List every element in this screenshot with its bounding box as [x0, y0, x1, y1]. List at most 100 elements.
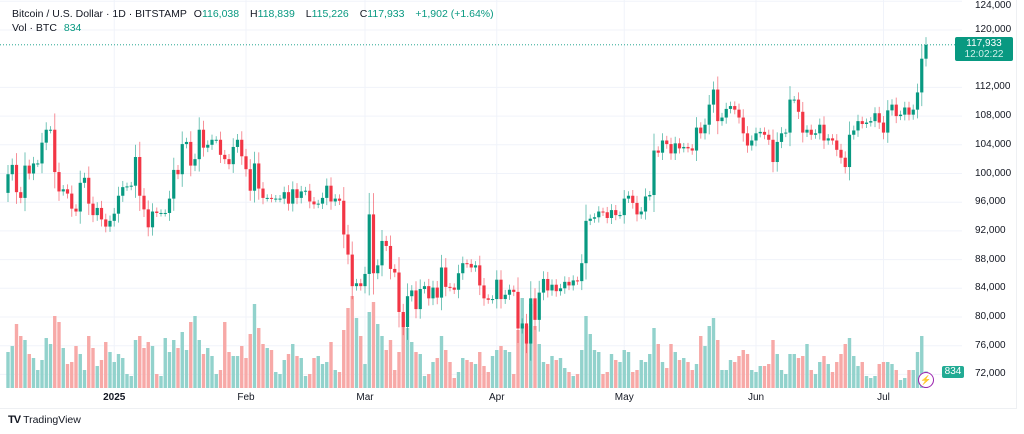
- volume-bar: [231, 356, 235, 388]
- volume-bar: [881, 362, 886, 388]
- candle-body: [741, 117, 745, 134]
- volume-bar: [265, 348, 269, 388]
- candle-body: [312, 201, 316, 205]
- volume-bar: [639, 360, 643, 388]
- volume-bar: [771, 340, 775, 388]
- volume-bar: [665, 368, 669, 388]
- symbol-title[interactable]: Bitcoin / U.S. Dollar · 1D · BITSTAMP: [12, 8, 187, 20]
- volume-bar: [856, 366, 860, 388]
- candle-body: [91, 203, 95, 216]
- volume-bar: [588, 334, 592, 388]
- brand-name[interactable]: TradingView: [23, 414, 81, 426]
- volume-bar: [388, 340, 393, 388]
- volume-bar: [839, 354, 843, 388]
- candle-body: [728, 106, 733, 109]
- candle-body: [856, 121, 860, 131]
- chart-legend: Bitcoin / U.S. Dollar · 1D · BITSTAMP O1…: [12, 7, 498, 35]
- candle-body: [877, 113, 881, 123]
- volume-bar: [418, 354, 422, 388]
- candle-body: [461, 263, 465, 274]
- volume-bar: [775, 354, 779, 388]
- volume-bar: [622, 350, 626, 388]
- volume-bar: [767, 364, 771, 388]
- candle-body: [308, 190, 312, 202]
- candle-body: [486, 298, 490, 300]
- candle-body: [218, 139, 223, 155]
- high-value: 118,839: [257, 8, 295, 20]
- candle-body: [316, 203, 320, 205]
- candle-body: [864, 122, 869, 124]
- volume-bar: [40, 360, 44, 388]
- volume-bar: [159, 376, 163, 388]
- candle-body: [176, 169, 180, 175]
- price-chart[interactable]: [0, 0, 962, 388]
- price-tick-label: 120,000: [975, 24, 1012, 35]
- volume-bar: [597, 352, 601, 388]
- candle-body: [503, 294, 507, 300]
- candle-body: [325, 185, 329, 198]
- candle-body: [172, 169, 176, 199]
- volume-bar: [206, 348, 210, 388]
- volume-bar: [172, 340, 176, 388]
- close-label: C: [359, 8, 368, 20]
- candle-body: [724, 108, 728, 118]
- volume-bar: [116, 354, 121, 388]
- candle-body: [716, 89, 720, 122]
- volume-bar: [350, 296, 354, 388]
- volume-bar: [218, 370, 223, 388]
- candle-body: [257, 163, 261, 189]
- volume-bar: [716, 340, 720, 388]
- volume-bar: [694, 364, 699, 388]
- volume-bar: [605, 372, 609, 388]
- bar-countdown: 12:02:22: [964, 49, 1004, 60]
- volume-bar: [337, 372, 342, 388]
- candle-body: [546, 278, 550, 291]
- volume-bar: [282, 360, 286, 388]
- tradingview-logo-icon[interactable]: TV: [8, 414, 21, 426]
- volume-bar: [818, 362, 822, 388]
- price-tick-label: 96,000: [975, 196, 1006, 208]
- volume-bar: [308, 374, 312, 388]
- candle-body: [597, 211, 601, 218]
- candle-body: [346, 234, 350, 255]
- volume-bar: [796, 358, 801, 388]
- volume-bar: [244, 358, 248, 388]
- volume-bar: [393, 370, 397, 388]
- candle-body: [784, 132, 788, 134]
- volume-bar: [745, 354, 750, 388]
- volume-bar: [36, 370, 40, 388]
- volume-label[interactable]: Vol · BTC: [12, 22, 57, 34]
- candle-body: [214, 139, 218, 141]
- candle-body: [320, 197, 325, 204]
- volume-bar: [805, 344, 809, 388]
- candle-body: [852, 130, 856, 135]
- candle-body: [796, 99, 801, 112]
- lightning-icon[interactable]: ⚡: [918, 372, 934, 388]
- volume-bar: [422, 376, 427, 388]
- volume-bar: [490, 356, 495, 388]
- candle-body: [44, 129, 48, 143]
- volume-bar: [121, 358, 125, 388]
- volume-bar: [257, 328, 261, 388]
- volume-bar: [516, 330, 520, 388]
- volume-bar: [758, 366, 762, 388]
- candle-body: [235, 139, 240, 147]
- volume-bar: [699, 336, 703, 388]
- volume-bar: [376, 324, 380, 388]
- volume-bar: [618, 362, 622, 388]
- volume-bar: [146, 342, 150, 388]
- volume-bar: [6, 352, 10, 388]
- volume-bar: [363, 364, 367, 388]
- candle-body: [286, 192, 291, 204]
- chart-pane[interactable]: [0, 0, 1017, 409]
- volume-bar: [27, 354, 31, 388]
- volume-bar: [91, 348, 95, 388]
- candle-body: [261, 188, 265, 198]
- candle-body: [754, 133, 758, 141]
- candle-body: [860, 121, 864, 124]
- volume-bar: [703, 346, 707, 388]
- candle-body: [767, 134, 771, 140]
- volume-bar: [201, 354, 206, 388]
- volume-bar: [873, 376, 877, 388]
- candle-body: [903, 107, 907, 115]
